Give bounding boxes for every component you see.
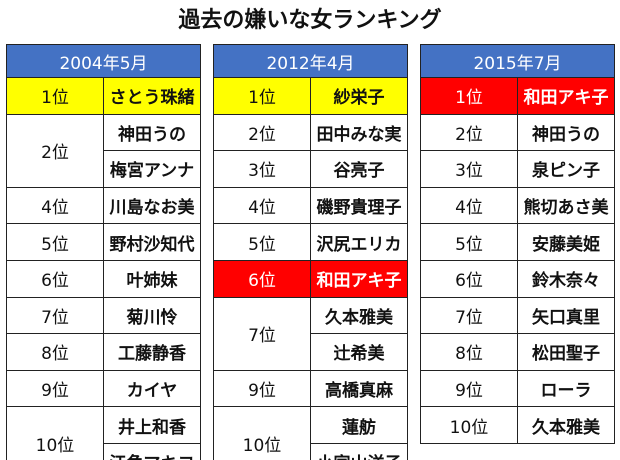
table-row: 6位 叶姉妹 [6,259,201,298]
rank-cell: 2位 [420,113,518,152]
name-cell: さとう珠緒 [103,77,201,115]
table-row: 7位 矢口真里 [420,296,615,335]
ranking-table-2015: 2015年7月 1位 和田アキ子 2位 神田うの 3位 泉ピン子 4位 熊切あさ美 5位 安藤美姫 6… [420,44,615,444]
name-cell: 井上和香 [103,406,201,444]
name-cell: 小宮山洋子 [310,442,408,460]
table-row: 5位 沢尻エリカ [213,223,408,261]
rank-cell: 7位 [6,296,104,335]
rank-cell: 9位 [213,369,311,408]
name-cell: 江角マキコ [103,442,201,460]
ranking-table-2004: 2004年5月 1位 さとう珠緒 2位 神田うの 梅宮アンナ 4位 川島なお美 5位 野村沙知代 6… [6,44,201,460]
rank-cell: 3位 [420,150,518,188]
rank-cell: 7位 [213,296,311,371]
rank-cell: 1位 [6,77,104,115]
table-row: 10位 蓮舫 [213,406,408,460]
table-row: 辻希美 [214,333,408,371]
name-cell: 梅宮アンナ [103,150,201,188]
rank-cell: 6位 [6,259,104,298]
rank-cell: 1位 [420,77,518,115]
name-cell: 磯野貴理子 [310,186,408,225]
table-row: 9位 高橋真麻 [213,369,408,408]
name-cell: 工藤静香 [103,333,201,371]
table-row: 2位 田中みな実 [213,113,408,152]
table-row: 6位 和田アキ子 [213,259,408,298]
table-row: 10位 井上和香 [6,406,201,460]
rank-cell: 2位 [213,113,311,152]
name-cell: 谷亮子 [310,150,408,188]
rank-cell: 9位 [6,369,104,408]
name-cell: 久本雅美 [517,406,615,444]
table-row: 9位 カイヤ [6,369,201,408]
table-row: 3位 谷亮子 [213,150,408,188]
name-cell: カイヤ [103,369,201,408]
table-row: 小宮山洋子 [214,442,408,460]
name-cell: 川島なお美 [103,186,201,225]
table-row: 6位 鈴木奈々 [420,259,615,298]
name-cell: 蓮舫 [310,406,408,444]
rank-cell: 6位 [420,259,518,298]
table-row: 2位 神田うの [420,113,615,152]
rank-cell: 5位 [6,223,104,261]
rank-cell: 2位 [6,113,104,188]
rank-cell: 5位 [420,223,518,261]
table-row: 8位 松田聖子 [420,333,615,371]
rank-cell: 8位 [6,333,104,371]
rank-cell: 5位 [213,223,311,261]
table-header-date: 2004年5月 [6,44,201,78]
name-cell: 和田アキ子 [517,77,615,115]
table-row: 9位 ローラ [420,369,615,408]
name-cell: 松田聖子 [517,333,615,371]
table-row: 10位 久本雅美 [420,406,615,444]
rank-cell: 6位 [213,259,311,298]
table-row: 2位 神田うの [6,113,201,188]
name-cell: 沢尻エリカ [310,223,408,261]
name-cell: 高橋真麻 [310,369,408,408]
table-row: 5位 野村沙知代 [6,223,201,261]
name-cell: ローラ [517,369,615,408]
table-row: 7位 久本雅美 [213,296,408,371]
name-cell: 辻希美 [310,333,408,371]
rank-cell: 10位 [6,406,104,460]
name-cell: 野村沙知代 [103,223,201,261]
rank-cell: 10位 [213,406,311,460]
rank-cell: 4位 [420,186,518,225]
table-row: 8位 工藤静香 [6,333,201,371]
name-cell: 神田うの [103,113,201,152]
rank-cell: 10位 [420,406,518,444]
name-cell: 神田うの [517,113,615,152]
name-cell: 紗栄子 [310,77,408,115]
rank-cell: 3位 [213,150,311,188]
table-row: 7位 菊川怜 [6,296,201,335]
table-row: 1位 さとう珠緒 [6,77,201,115]
name-cell: 熊切あさ美 [517,186,615,225]
table-header-date: 2015年7月 [420,44,615,78]
name-cell: 安藤美姫 [517,223,615,261]
rank-cell: 9位 [420,369,518,408]
table-row: 4位 熊切あさ美 [420,186,615,225]
table-row: 5位 安藤美姫 [420,223,615,261]
name-cell: 菊川怜 [103,296,201,335]
table-row: 3位 泉ピン子 [420,150,615,188]
ranking-table-2012: 2012年4月 1位 紗栄子 2位 田中みな実 3位 谷亮子 4位 磯野貴理子 5位 沢尻エリカ 6位… [213,44,408,460]
rank-cell: 7位 [420,296,518,335]
table-row: 4位 川島なお美 [6,186,201,225]
name-cell: 叶姉妹 [103,259,201,298]
name-cell: 矢口真里 [517,296,615,335]
table-row: 1位 紗栄子 [213,77,408,115]
rank-cell: 4位 [6,186,104,225]
table-header-date: 2012年4月 [213,44,408,78]
name-cell: 泉ピン子 [517,150,615,188]
rank-cell: 8位 [420,333,518,371]
name-cell: 鈴木奈々 [517,259,615,298]
page-title: 過去の嫌いな女ランキング [178,8,442,33]
name-cell: 久本雅美 [310,296,408,335]
rank-cell: 1位 [213,77,311,115]
table-row: 1位 和田アキ子 [420,77,615,115]
name-cell: 田中みな実 [310,113,408,152]
table-row: 4位 磯野貴理子 [213,186,408,225]
name-cell: 和田アキ子 [310,259,408,298]
table-row: 江角マキコ [7,442,201,460]
table-row: 梅宮アンナ [7,150,201,188]
rank-cell: 4位 [213,186,311,225]
